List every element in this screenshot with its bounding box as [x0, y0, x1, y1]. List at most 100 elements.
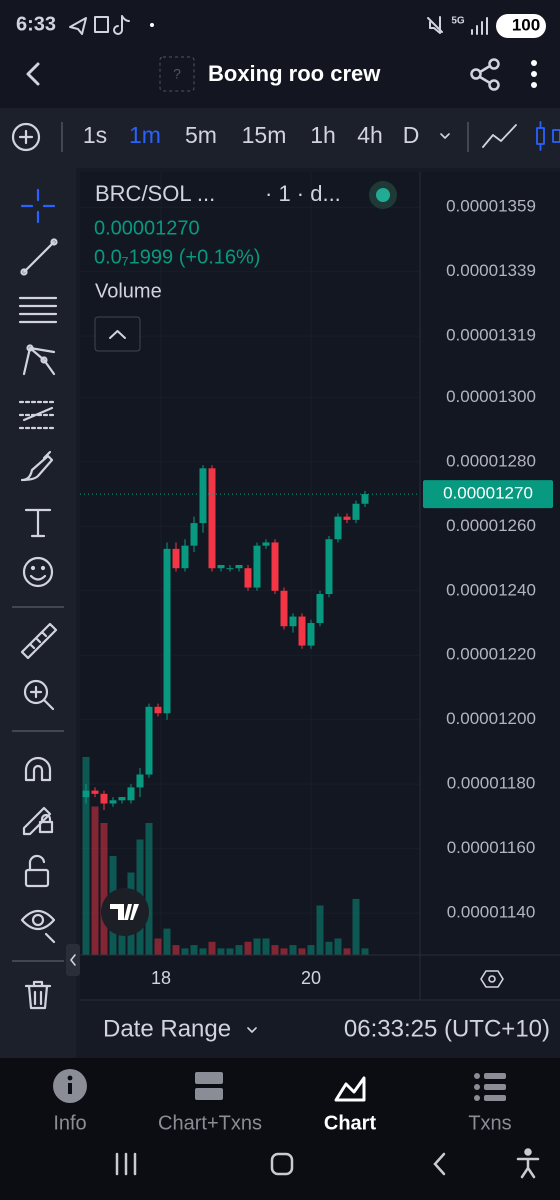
chart-background	[80, 172, 560, 1000]
volume-bar	[172, 945, 180, 955]
volume-bar	[271, 945, 279, 955]
nav-tab[interactable]: Chart	[324, 1112, 377, 1134]
volume-bar	[316, 905, 324, 955]
status-network: 5G	[451, 16, 465, 27]
timeframes: 1s 1m 5m 15m 1h 4h D	[83, 122, 419, 148]
date-range[interactable]: Date Range	[103, 1015, 231, 1042]
volume-bar	[226, 948, 234, 955]
candle-body	[82, 790, 90, 798]
volume-bar	[217, 948, 225, 955]
candle-body	[127, 787, 135, 801]
collapse-tools[interactable]	[66, 944, 80, 976]
date-range-arrow	[247, 1027, 257, 1033]
drawing-tools[interactable]	[18, 188, 58, 1010]
last-price-tag	[423, 480, 553, 509]
x-tick-label: 18	[151, 968, 171, 988]
timeframe[interactable]: 1m	[129, 122, 161, 148]
y-tick-label: 0.00001359	[446, 197, 536, 216]
candle-body	[280, 590, 288, 627]
nav-tab[interactable]: Info	[53, 1112, 86, 1134]
timeframe[interactable]: 15m	[242, 122, 287, 148]
candle-body	[154, 706, 162, 714]
y-tick-label: 0.00001160	[447, 838, 536, 857]
more-button[interactable]	[531, 60, 537, 88]
volume-bar	[235, 945, 243, 955]
volume-bar	[100, 823, 108, 955]
volume-bar	[244, 941, 252, 955]
last-price-label: 0.00001270	[443, 484, 533, 503]
volume-bar	[334, 938, 342, 955]
bottom-nav: Info Chart+Txns Chart Txns	[53, 1112, 511, 1134]
y-tick-label: 0.00001240	[446, 580, 536, 599]
volume-bar	[343, 948, 351, 955]
volume-bar	[253, 938, 261, 955]
volume-bar	[280, 948, 288, 955]
candle-body	[316, 594, 324, 624]
line-chart-button[interactable]	[482, 124, 517, 148]
header-title: Boxing roo crew	[208, 61, 381, 86]
status-time: 6:33	[16, 13, 56, 35]
volume-bar	[208, 941, 216, 955]
system-nav[interactable]	[115, 1148, 540, 1179]
candle-body	[253, 545, 261, 588]
timeframe[interactable]: D	[403, 122, 420, 148]
x-tick-label: 20	[301, 968, 321, 988]
candle-body	[217, 565, 225, 569]
volume-bar	[361, 948, 369, 955]
timeframe-dropdown[interactable]	[440, 133, 450, 139]
candle-body	[100, 793, 108, 804]
y-tick-label: 0.00001280	[446, 451, 536, 470]
token-icon	[159, 56, 195, 92]
candle-body	[118, 797, 126, 801]
tradingview-logo	[101, 888, 149, 936]
chart-settings[interactable]	[480, 970, 504, 988]
chart-symbol: BRC/SOL ...	[95, 181, 215, 206]
share-button[interactable]	[470, 58, 500, 91]
legend-collapse-arrow	[109, 330, 126, 339]
y-tick-label: 0.00001200	[446, 709, 536, 728]
candle-body	[190, 523, 198, 546]
chart-settings-dot	[488, 975, 496, 983]
candle-body	[145, 706, 153, 775]
volume-bar	[307, 945, 315, 955]
candle-body	[343, 516, 351, 520]
back-button[interactable]	[26, 62, 40, 86]
candle-body	[361, 494, 369, 504]
candle-body	[109, 800, 117, 804]
candle-body	[181, 545, 189, 569]
candle-body	[271, 542, 279, 591]
candle-body	[298, 616, 306, 646]
volume-bar	[91, 806, 99, 955]
timeframe[interactable]: 1h	[310, 122, 336, 148]
volume-bar	[199, 948, 207, 955]
timeframe[interactable]: 5m	[185, 122, 217, 148]
toolbar-background	[0, 108, 560, 168]
top-background	[0, 0, 560, 108]
candle-body	[289, 616, 297, 627]
volume-bar	[289, 945, 297, 955]
y-tick-label: 0.00001339	[446, 261, 536, 280]
tradingview-glyph	[110, 904, 139, 920]
token-icon-glyph: ?	[173, 66, 181, 82]
nav-tab[interactable]: Txns	[468, 1112, 511, 1134]
status-dot	[376, 188, 390, 202]
volume-bar	[190, 945, 198, 955]
volume-bar	[145, 823, 153, 955]
timeframe[interactable]: 4h	[357, 122, 383, 148]
legend-collapse[interactable]	[94, 316, 141, 352]
collapse-tools-arrow	[70, 954, 76, 966]
add-indicator[interactable]	[11, 122, 41, 152]
y-tick-label: 0.00001180	[447, 774, 536, 793]
tool-separators	[12, 606, 64, 962]
timeframe[interactable]: 1s	[83, 122, 107, 148]
nav-tab[interactable]: Chart+Txns	[158, 1112, 262, 1134]
volume-bar	[325, 941, 333, 955]
y-tick-label: 0.00001220	[446, 645, 536, 664]
candle-body	[235, 565, 243, 569]
volume-bar	[163, 928, 171, 955]
volume-bar	[181, 948, 189, 955]
candle-chart-button[interactable]	[536, 121, 560, 151]
status-icons	[69, 15, 488, 35]
legend-change: 0.0₇1999 (+0.16%)	[94, 246, 260, 268]
volume-label: Volume	[95, 280, 162, 302]
